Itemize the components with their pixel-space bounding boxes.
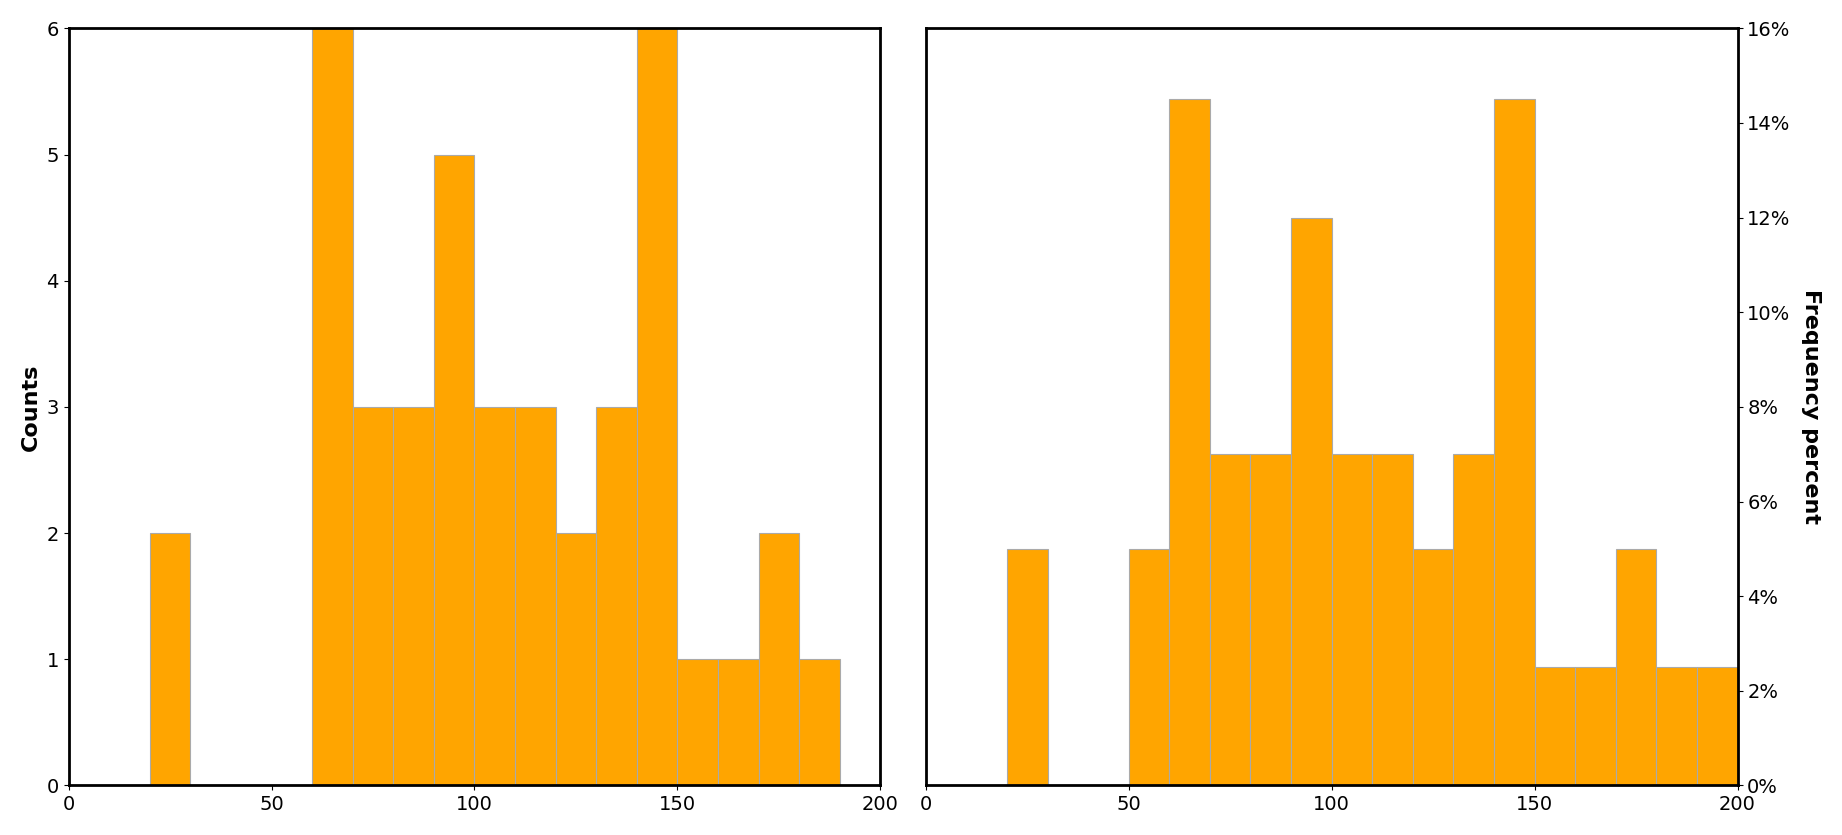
Bar [1372,454,1413,786]
Bar [1575,667,1615,786]
Bar [597,407,637,786]
Bar [475,407,516,786]
Bar [516,407,556,786]
Bar [1615,549,1656,786]
Bar [1129,549,1170,786]
Bar [799,660,840,786]
Bar [394,407,435,786]
Bar [435,154,475,786]
Bar [1008,549,1048,786]
Y-axis label: Frequency percent: Frequency percent [1801,290,1822,524]
Bar [1251,454,1291,786]
Bar [1494,99,1534,786]
Bar [718,660,759,786]
Bar [149,533,190,786]
Bar [1696,667,1737,786]
Bar [1534,667,1575,786]
Bar [1656,667,1696,786]
Bar [1210,454,1251,786]
Bar [311,28,352,786]
Bar [1453,454,1494,786]
Bar [759,533,799,786]
Bar [637,28,678,786]
Bar [678,660,718,786]
Bar [556,533,597,786]
Bar [1291,218,1332,786]
Bar [1170,99,1210,786]
Bar [352,407,394,786]
Y-axis label: Counts: Counts [20,363,41,451]
Bar [1413,549,1453,786]
Bar [1332,454,1372,786]
